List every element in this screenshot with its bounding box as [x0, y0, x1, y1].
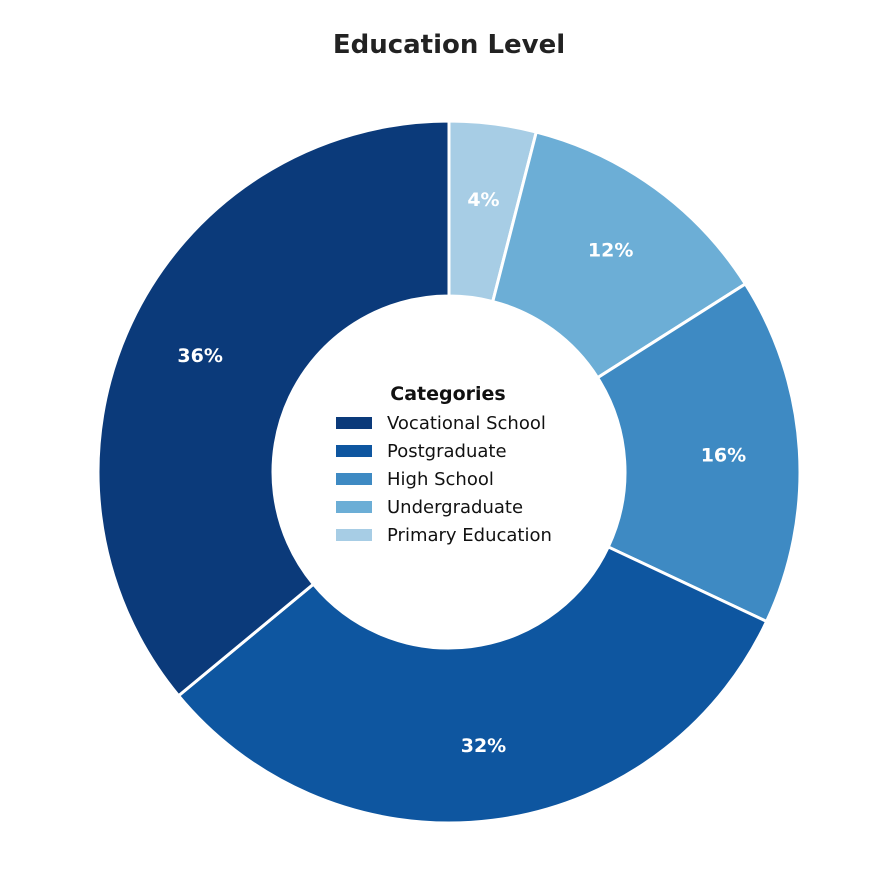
legend-swatch-vocational-school — [336, 417, 372, 429]
legend-swatch-high-school — [336, 473, 372, 485]
legend-swatch-primary-education — [336, 529, 372, 541]
legend-title: Categories — [390, 383, 505, 405]
legend-label-vocational-school: Vocational School — [387, 413, 546, 434]
legend-label-primary-education: Primary Education — [387, 525, 552, 546]
slice-label-high-school: 16% — [701, 445, 746, 467]
slice-vocational-school — [96, 119, 451, 698]
slice-high-school — [595, 281, 802, 624]
labels-group: 4% 12% 16% 32% 36% — [177, 189, 746, 757]
legend-label-postgraduate: Postgraduate — [387, 441, 507, 462]
legend-label-high-school: High School — [387, 469, 494, 490]
legend-swatch-postgraduate — [336, 445, 372, 457]
slice-postgraduate — [176, 544, 769, 825]
slice-label-vocational-school: 36% — [177, 345, 222, 367]
legend-swatch-undergraduate — [336, 501, 372, 513]
slices-group — [96, 119, 802, 825]
legend: Categories Vocational School Postgraduate… — [336, 383, 552, 546]
legend-label-undergraduate: Undergraduate — [387, 497, 523, 518]
chart-title: Education Level — [333, 30, 565, 60]
slice-label-primary-education: 4% — [467, 189, 499, 211]
slice-label-postgraduate: 32% — [461, 735, 506, 757]
slice-label-undergraduate: 12% — [588, 240, 633, 262]
